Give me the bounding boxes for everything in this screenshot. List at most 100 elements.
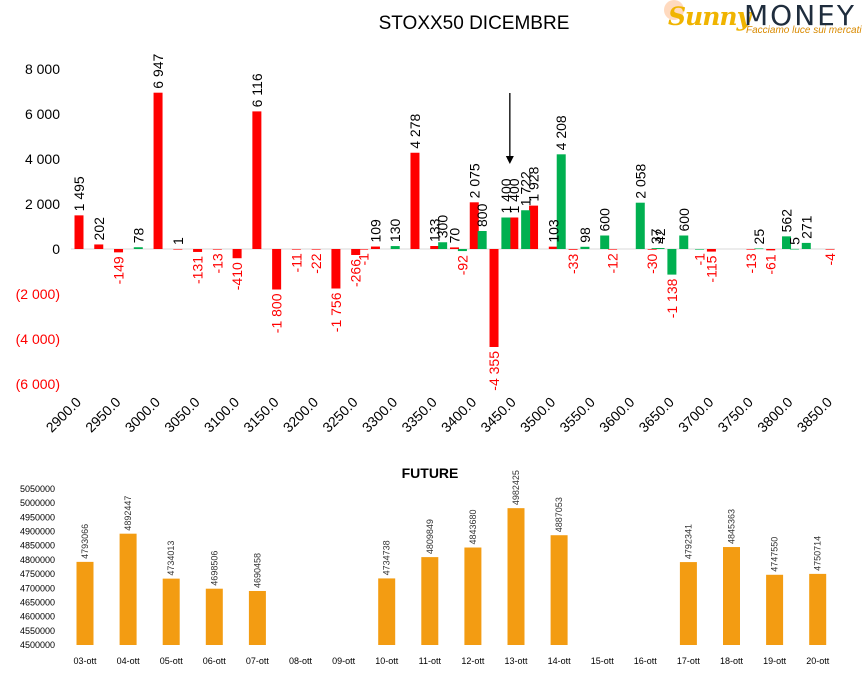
x-tick-label: 2900.0 [43, 394, 85, 436]
data-label: 4845363 [727, 509, 737, 544]
red-bar [608, 249, 618, 250]
data-label: 6 947 [150, 53, 166, 88]
red-bar [568, 249, 578, 250]
red-bar [272, 249, 282, 290]
y-tick-label: 4900000 [20, 527, 55, 537]
data-label: 4734738 [382, 540, 392, 575]
data-label: 271 [798, 215, 814, 239]
red-bar [746, 249, 756, 250]
green-bar [556, 154, 566, 249]
data-label: 4 278 [407, 113, 423, 148]
future-bar [464, 547, 482, 645]
data-label: -131 [190, 256, 206, 284]
future-bar [378, 578, 396, 645]
x-tick-label: 3500.0 [517, 394, 559, 436]
arrow-head [505, 156, 514, 164]
green-bar [580, 246, 590, 249]
bars [74, 92, 835, 347]
y-tick-label: 5050000 [20, 484, 55, 494]
data-label: 4792341 [683, 524, 693, 559]
data-label: 70 [447, 228, 463, 244]
data-label: 1 400 [498, 178, 514, 213]
data-label: 103 [545, 219, 561, 243]
future-bar [507, 508, 525, 645]
green-bar [501, 217, 511, 249]
red-bar [766, 249, 776, 251]
data-label: 1 928 [526, 166, 542, 201]
y-tick-label: 4 000 [25, 151, 60, 167]
logo-tagline: Facciamo luce sui mercati [746, 25, 862, 36]
data-label: 4750714 [813, 536, 823, 571]
x-tick-label: 3150.0 [240, 394, 282, 436]
data-label: -1 [692, 253, 708, 266]
red-bar [153, 92, 163, 249]
red-bar [94, 244, 104, 249]
future-bar [76, 561, 94, 645]
x-tick-label: 3100.0 [201, 394, 243, 436]
data-label: -115 [703, 255, 719, 282]
data-label: 78 [130, 227, 146, 243]
green-bar [457, 249, 467, 252]
data-label: 202 [91, 217, 107, 241]
data-label: 6 116 [249, 73, 265, 107]
future-bar [205, 588, 223, 645]
data-label: -12 [605, 253, 621, 273]
y-tick-label: 4500000 [20, 640, 55, 650]
x-tick-label: 2950.0 [82, 394, 124, 436]
logo-brand-text: MONEY [744, 0, 856, 32]
green-bar [695, 249, 705, 250]
red-bar [74, 215, 84, 249]
red-bar [311, 249, 321, 250]
x-tick-label: 12-ott [461, 656, 485, 666]
x-tick-label: 04-ott [117, 656, 141, 666]
future-bar [119, 533, 137, 645]
x-tick-label: 3350.0 [398, 394, 440, 436]
data-label: 4982425 [511, 470, 521, 505]
future-bar [550, 535, 568, 645]
x-tick-label: 11-ott [419, 656, 442, 666]
data-label: -22 [308, 253, 324, 273]
x-tick-label: 3200.0 [280, 394, 322, 436]
chart-title: FUTURE [402, 465, 459, 481]
data-label: 4 208 [553, 115, 569, 150]
data-label: -13 [209, 253, 225, 273]
data-labels: 4793066 4892447 4734013 4698506 4690458 47347… [80, 470, 823, 588]
red-bar [469, 202, 479, 249]
data-label: 1 495 [71, 176, 87, 211]
x-tick-label: 3250.0 [319, 394, 361, 436]
data-label: 800 [474, 203, 490, 227]
green-bar [477, 231, 487, 249]
data-label: 1 400 [506, 178, 522, 213]
x-tick-label: 18-ott [720, 656, 744, 666]
x-tick-label: 08-ott [289, 656, 313, 666]
x-tick-label: 3850.0 [794, 394, 836, 436]
x-tick-label: 07-ott [246, 656, 270, 666]
y-tick-label: 4700000 [20, 583, 55, 593]
future-bar [421, 557, 439, 645]
data-label: 37 [648, 228, 664, 244]
red-bar [193, 249, 203, 252]
x-tick-label: 3700.0 [675, 394, 717, 436]
red-bar [706, 249, 716, 252]
y-tick-label: 4850000 [20, 541, 55, 551]
data-label: -410 [229, 262, 245, 290]
y-tick-label: (6 000) [16, 376, 60, 392]
x-tick-label: 3400.0 [438, 394, 480, 436]
red-bar [359, 249, 369, 250]
x-tick-label: 16-ott [634, 656, 658, 666]
data-label: 5 [786, 237, 802, 245]
y-axis: 8 000 6 000 4 000 2 000 0 (2 000) (4 000) (6 00… [16, 61, 61, 392]
x-tick-label: 3050.0 [161, 394, 203, 436]
red-bar [232, 249, 242, 259]
sunny-money-logo: Sunny MONEY Facciamo luce sui mercati [664, 0, 864, 40]
red-bar [430, 246, 440, 249]
data-label: -11 [288, 253, 304, 272]
x-tick-label: 3750.0 [714, 394, 756, 436]
x-tick-label: 13-ott [504, 656, 528, 666]
future-chart: FUTURE 5050000 5000000 4950000 4900000 48500… [20, 465, 830, 666]
y-tick-label: 4600000 [20, 612, 55, 622]
x-tick-label: 19-ott [763, 656, 787, 666]
y-axis: 5050000 5000000 4950000 4900000 4850000 48000… [20, 484, 55, 650]
green-bar [789, 248, 799, 250]
x-tick-label: 3450.0 [477, 394, 519, 436]
